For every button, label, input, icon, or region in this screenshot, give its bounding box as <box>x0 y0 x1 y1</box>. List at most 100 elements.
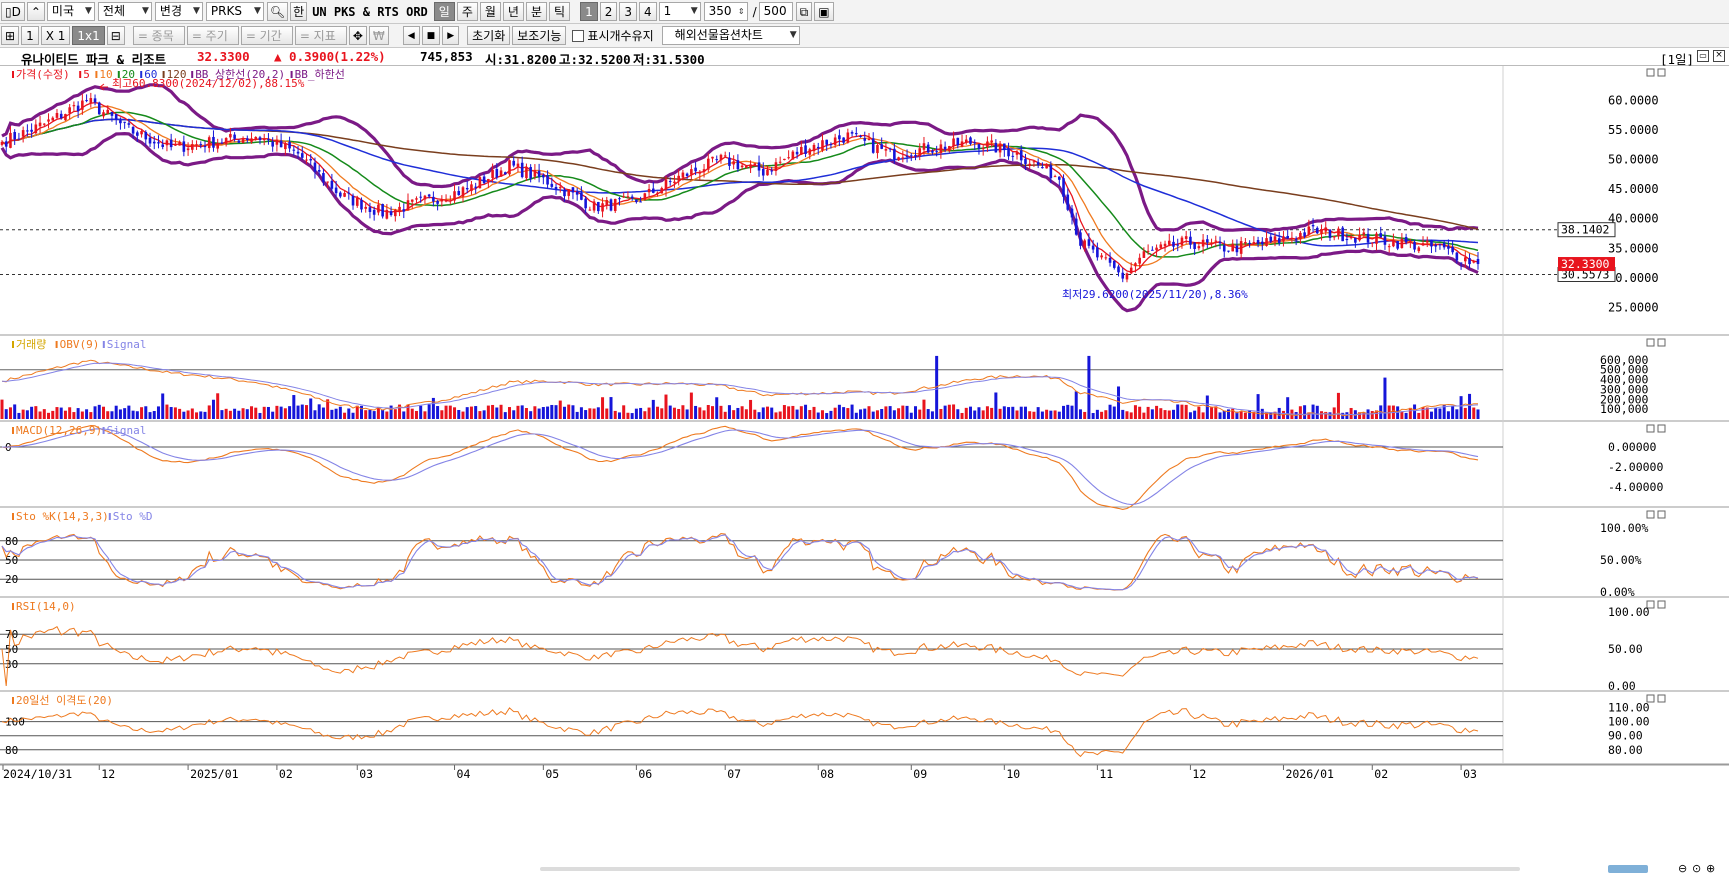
volume-bar <box>195 412 199 419</box>
period-button-2[interactable]: 월 <box>479 2 501 21</box>
max-count-field[interactable]: 500 <box>758 2 793 21</box>
volume-bar <box>1214 406 1218 419</box>
candle-body <box>385 209 389 219</box>
panel-close-icon[interactable] <box>1657 600 1666 609</box>
x-axis-label: 03 <box>359 767 373 781</box>
aux-function-button[interactable]: 보조기능 <box>512 26 567 45</box>
volume-bar <box>1231 408 1235 419</box>
zoom-in-icon[interactable]: ⊕ <box>1706 862 1716 875</box>
code-button[interactable]: ▯D <box>1 2 25 21</box>
futures-chart-select[interactable]: 해외선물옵션차트 ▼ <box>661 26 800 45</box>
reset-button[interactable]: 초기화 <box>467 26 511 45</box>
window-restore-icon[interactable]: ▭ <box>1697 50 1709 62</box>
period-button-1[interactable]: 주 <box>456 2 478 21</box>
search-icon[interactable]: 🔍︎ <box>266 2 289 21</box>
view-button-0[interactable]: 1 <box>21 26 39 45</box>
hangul-button[interactable]: 한 <box>290 2 308 21</box>
market-select[interactable]: 미국 ▼ <box>46 2 95 21</box>
panel-minimize-icon[interactable] <box>1646 68 1655 77</box>
up-arrow-icon[interactable]: ⌃ <box>26 2 45 21</box>
volume-bar <box>72 412 76 419</box>
scope-select[interactable]: 전체 ▼ <box>97 2 152 21</box>
macd-legend-item: MACD(12,26,9) <box>16 424 102 437</box>
candle-body <box>17 138 21 140</box>
chart-area[interactable]: 60.0000 55.0000 50.0000 45.0000 40.0000 35.00… <box>0 66 1729 879</box>
view-button-2[interactable]: 1x1 <box>72 26 105 45</box>
grid-icon[interactable]: ⊞ <box>1 26 20 45</box>
volume-bar <box>1184 404 1188 419</box>
interval-select[interactable]: 1 ▼ <box>658 2 701 21</box>
price-legend-item: 가격(수정) <box>16 68 70 81</box>
volume-bar <box>567 404 571 419</box>
stop-icon[interactable]: ■ <box>421 26 441 45</box>
volume-bar <box>787 406 791 419</box>
panel-close-icon[interactable] <box>1657 510 1666 519</box>
view-button-1[interactable]: X 1 <box>40 26 71 45</box>
candle-body <box>736 160 740 170</box>
period-button-3[interactable]: 년 <box>502 2 524 21</box>
keep-count-checkbox[interactable]: 표시개수유지 <box>572 27 654 44</box>
volume-bar <box>305 405 309 419</box>
volume-bar <box>820 410 824 419</box>
stoch-k-line <box>1 533 1479 591</box>
candle-body <box>1455 252 1459 261</box>
number-button-3[interactable]: 4 <box>638 2 657 21</box>
save-icon[interactable]: ▣ <box>814 2 834 21</box>
eq-indicator-button[interactable]: = 지표 <box>294 26 347 45</box>
period-button-0[interactable]: 일 <box>433 2 455 21</box>
panel-minimize-icon[interactable] <box>1646 600 1655 609</box>
volume-bar <box>1370 411 1374 419</box>
scroll-thumb[interactable] <box>1608 865 1648 873</box>
scroll-right-icon[interactable]: ▶ <box>442 26 460 45</box>
panel-close-icon[interactable] <box>1657 694 1666 703</box>
volume-y-tick: 600,000 <box>1600 353 1649 367</box>
panel-close-icon[interactable] <box>1657 424 1666 433</box>
scroll-left-icon[interactable]: ◀ <box>402 26 420 45</box>
candle-body <box>1248 242 1251 244</box>
volume-bar <box>436 406 440 419</box>
panel-minimize-icon[interactable] <box>1646 338 1655 347</box>
number-button-0[interactable]: 1 <box>580 2 598 21</box>
volume-bar <box>444 405 448 419</box>
chevron-down-icon: ▼ <box>690 6 698 16</box>
ticker-input[interactable]: PRKS ▼ <box>205 2 264 21</box>
period-button-5[interactable]: 틱 <box>549 2 571 21</box>
zoom-out-icon[interactable]: ⊖ <box>1678 862 1688 875</box>
panel-minimize-icon[interactable] <box>1646 510 1655 519</box>
panel-close-icon[interactable] <box>1657 338 1666 347</box>
candle-body <box>1430 240 1433 247</box>
horizontal-scrollbar[interactable] <box>540 867 1520 871</box>
volume-bar <box>110 411 114 419</box>
number-button-2[interactable]: 3 <box>619 2 637 21</box>
count-stepper[interactable]: 350 ⇕ <box>703 2 748 21</box>
candle-body <box>1007 148 1010 157</box>
stoch-left-tick: 80 <box>5 535 18 548</box>
volume-bar <box>740 406 744 419</box>
eq-items-button[interactable]: = 종목 <box>132 26 185 45</box>
candle-body <box>1074 218 1078 235</box>
candle-body <box>1214 240 1218 242</box>
number-button-1[interactable]: 2 <box>599 2 618 21</box>
add-window-icon[interactable]: ⧉ <box>795 2 813 21</box>
panel-minimize-icon[interactable] <box>1646 424 1655 433</box>
eq-period-button[interactable]: = 주기 <box>186 26 239 45</box>
eq-term-button[interactable]: = 기간 <box>240 26 293 45</box>
panel-minimize-icon[interactable] <box>1646 694 1655 703</box>
close-icon[interactable]: × <box>1713 50 1725 62</box>
change-value: 변경 <box>159 4 182 18</box>
candle-body <box>821 140 824 151</box>
candle-body <box>1222 245 1226 252</box>
period-button-4[interactable]: 분 <box>525 2 548 21</box>
zoom-reset-icon[interactable]: ⊙ <box>1692 862 1702 875</box>
volume-bar <box>1066 404 1070 419</box>
currency-icon[interactable]: ₩ <box>368 26 389 45</box>
candle-body <box>343 193 346 197</box>
macd-legend-item: Signal <box>107 424 147 437</box>
table-icon[interactable]: ⊟ <box>106 26 125 45</box>
move-icon[interactable]: ✥ <box>348 26 367 45</box>
candle-body <box>169 139 173 148</box>
panel-close-icon[interactable] <box>1657 68 1666 77</box>
change-select[interactable]: 변경 ▼ <box>154 2 203 21</box>
x-axis-label: 2026/01 <box>1285 767 1334 781</box>
volume-bar <box>694 405 698 419</box>
